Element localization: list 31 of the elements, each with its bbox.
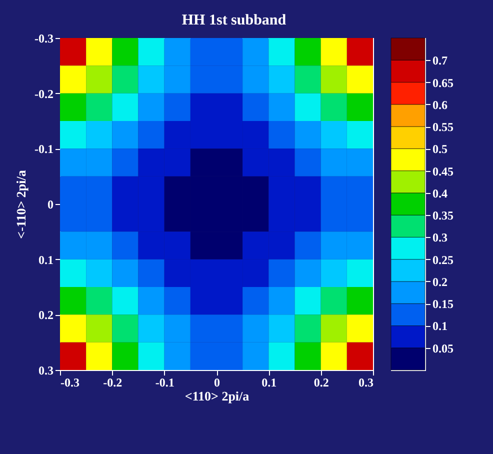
x-tick-label: 0.2 <box>314 376 329 390</box>
color-bar-label: 0.4 <box>432 186 448 200</box>
y-tick-label: 0.2 <box>38 308 54 322</box>
color-bar-label: 0.25 <box>432 252 454 267</box>
color-bar-label: 0.1 <box>432 319 448 334</box>
color-bar-label: 0.3 <box>432 230 448 245</box>
color-bar-label: 0.7 <box>432 54 448 68</box>
y-axis-title: <-110> 2pi/a <box>14 170 29 239</box>
color-bar-label: 0.45 <box>432 164 454 178</box>
x-tick-label: -0.3 <box>60 376 80 390</box>
y-tick-label: 0.1 <box>38 252 54 267</box>
y-tick-label: 0 <box>48 198 54 212</box>
y-tick-label: 0.3 <box>38 364 54 378</box>
color-bar-label: 0.15 <box>432 297 454 312</box>
color-bar-label: 0.55 <box>432 120 454 134</box>
x-tick-label: 0.3 <box>358 376 374 390</box>
color-bar-label: 0.35 <box>432 208 454 223</box>
x-tick-label: 0 <box>214 376 220 390</box>
x-tick-label: -0.1 <box>155 376 174 390</box>
color-bar-label: 0.5 <box>432 142 448 156</box>
x-tick-label: -0.2 <box>103 376 122 390</box>
x-tick-label: 0.1 <box>262 376 277 390</box>
color-bar-label: 0.05 <box>432 341 454 356</box>
y-tick-label: -0.2 <box>34 86 54 101</box>
color-bar-label: 0.65 <box>432 76 454 90</box>
y-tick-label: -0.1 <box>34 142 54 156</box>
chart-title: HH 1st subband <box>182 12 287 28</box>
y-tick-label: -0.3 <box>34 32 54 46</box>
color-bar-label: 0.6 <box>432 98 448 112</box>
x-axis-title: <110> 2pi/a <box>184 388 250 404</box>
color-bar-label: 0.2 <box>432 274 448 289</box>
